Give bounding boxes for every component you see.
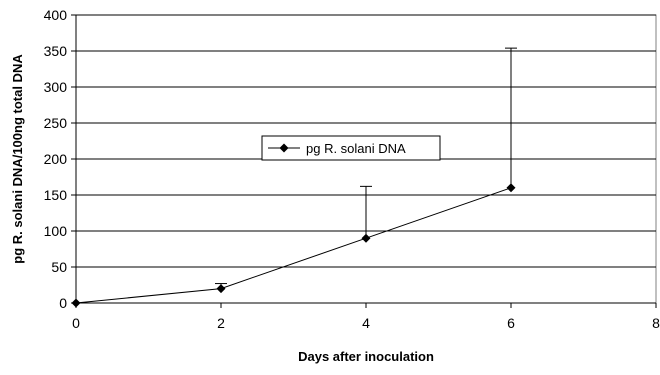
- data-point-1: [216, 284, 226, 294]
- y-tick-label-100: 100: [44, 223, 68, 239]
- x-tick-label-4: 4: [362, 315, 370, 331]
- x-tick-label-0: 0: [72, 315, 80, 331]
- y-tick-label-200: 200: [44, 151, 68, 167]
- x-tick-label-8: 8: [652, 315, 660, 331]
- y-tick-labels: 0 50 100 150 200 250 300 350 400: [44, 7, 76, 311]
- y-tick-label-350: 350: [44, 43, 68, 59]
- x-axis-title: Days after inoculation: [298, 349, 434, 364]
- y-axis-title: pg R. solani DNA/100ng total DNA: [10, 54, 25, 264]
- y-tick-label-50: 50: [51, 259, 67, 275]
- series-markers: [71, 183, 516, 308]
- legend-label: pg R. solani DNA: [306, 141, 406, 156]
- y-tick-label-0: 0: [59, 295, 67, 311]
- data-point-2: [361, 233, 371, 243]
- gridlines: [76, 14, 656, 268]
- error-bars: [215, 47, 517, 289]
- legend-diamond-marker: [279, 143, 289, 153]
- x-tick-label-6: 6: [507, 315, 515, 331]
- series-lines: [75, 187, 512, 304]
- x-tick-label-2: 2: [217, 315, 225, 331]
- y-tick-label-250: 250: [44, 115, 68, 131]
- legend: pg R. solani DNA: [261, 135, 441, 161]
- series-line-0: [75, 187, 512, 304]
- y-tick-label-400: 400: [44, 7, 68, 23]
- data-point-3: [506, 183, 516, 193]
- y-tick-label-300: 300: [44, 79, 68, 95]
- data-point-0: [71, 298, 81, 308]
- x-tick-labels: 0 2 4 6 8: [72, 303, 660, 331]
- y-tick-label-150: 150: [44, 187, 68, 203]
